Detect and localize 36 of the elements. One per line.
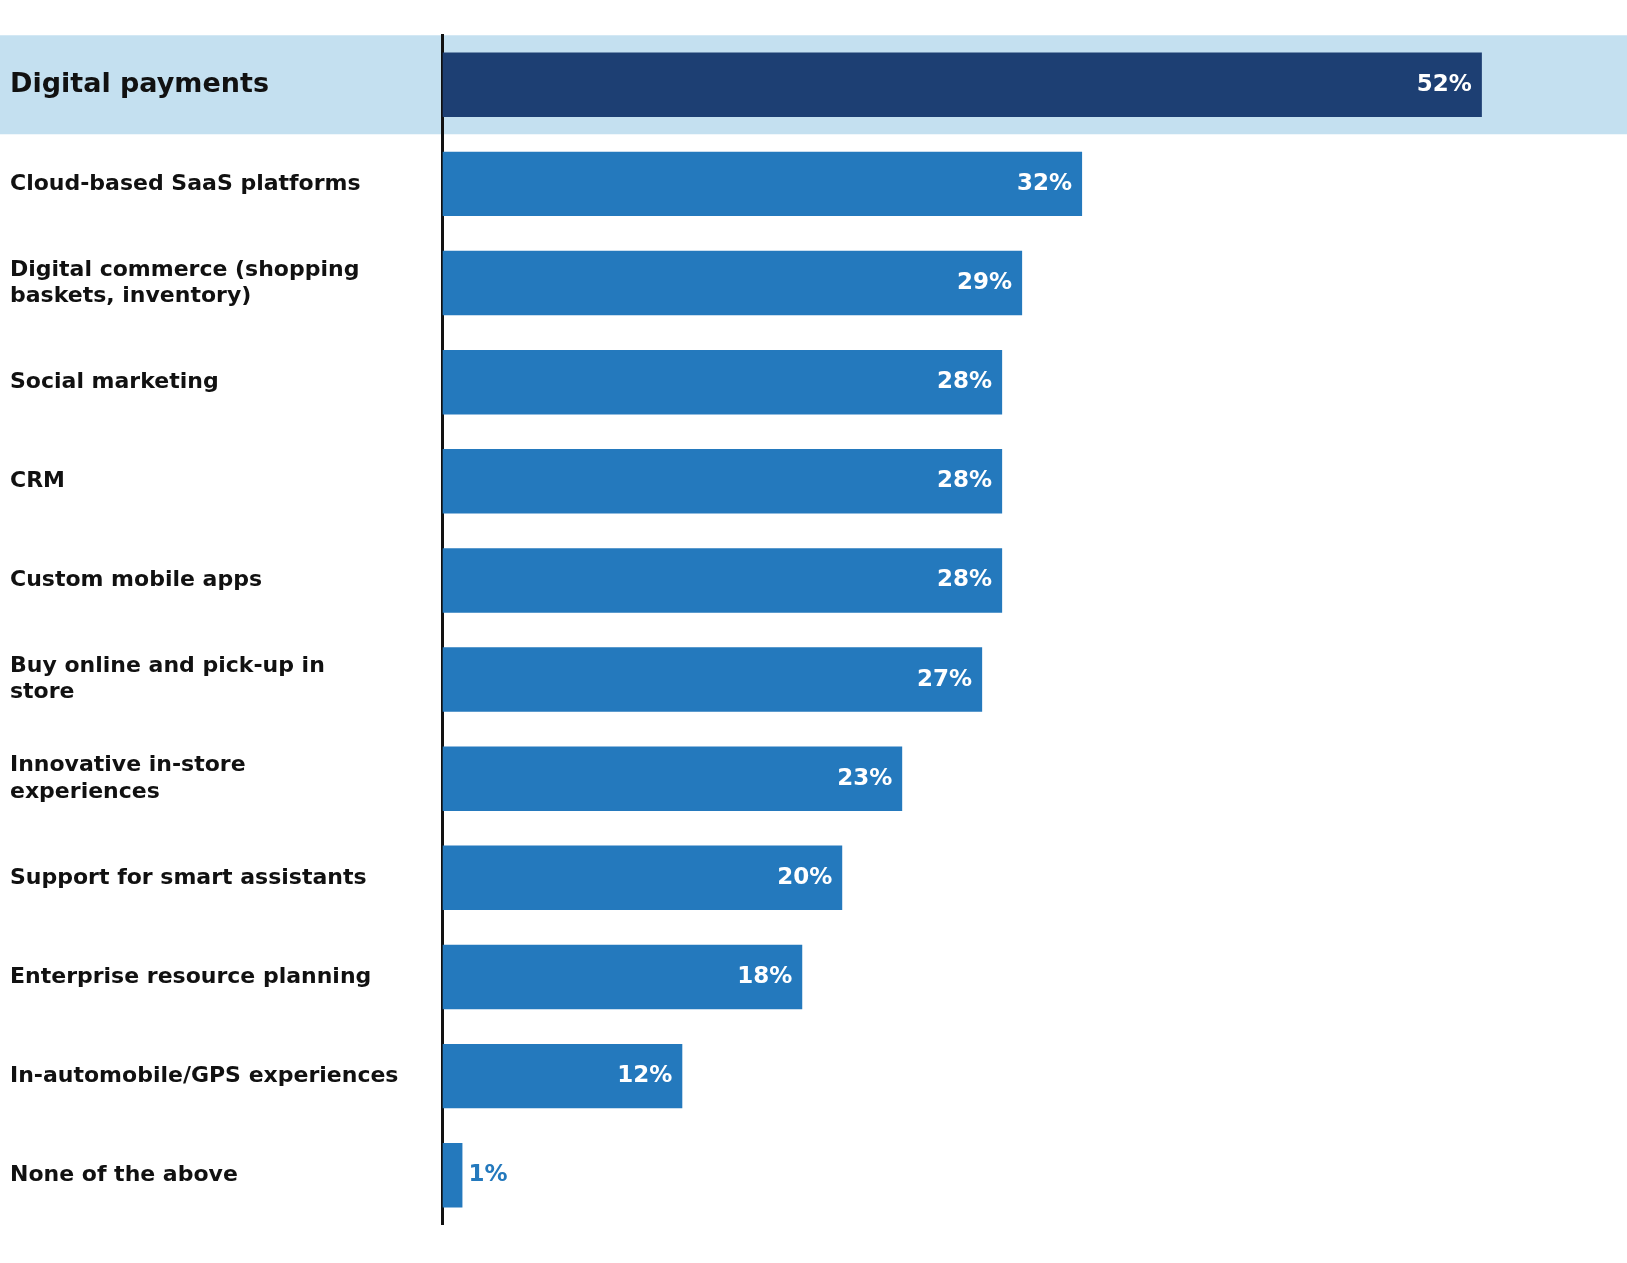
bar	[442, 746, 903, 811]
y-tick-label: CRM	[10, 467, 65, 493]
bar	[442, 349, 1003, 415]
y-tick-label: Cloud-based SaaS platforms	[10, 169, 361, 195]
y-tick-label: Enterprise resource planning	[10, 962, 372, 988]
bar	[442, 1043, 683, 1109]
y-tick-label: Digital commerce (shopping baskets, inventory)	[10, 255, 360, 307]
y-tick-label: Support for smart assistants	[10, 863, 367, 889]
y-tick-label: None of the above	[10, 1160, 238, 1186]
bar	[442, 944, 803, 1010]
data-label: 12%	[617, 1061, 673, 1088]
data-label: 27%	[917, 664, 973, 691]
data-label: 18%	[737, 961, 793, 988]
data-label: 32%	[1017, 168, 1073, 195]
bar	[442, 151, 1083, 217]
data-label: 20%	[777, 862, 833, 889]
bar	[442, 845, 843, 911]
y-tick-label: In-automobile/GPS experiences	[10, 1061, 399, 1087]
data-label: 28%	[937, 565, 993, 592]
data-label: 28%	[937, 367, 993, 394]
y-tick-label: Social marketing	[10, 367, 219, 393]
y-tick-label: Digital payments	[10, 66, 269, 98]
y-tick-label: Custom mobile apps	[10, 566, 263, 592]
bar	[442, 449, 1003, 514]
data-label: 1%	[468, 1160, 508, 1187]
y-tick-label: Buy online and pick-up in store	[10, 652, 325, 704]
bar	[442, 548, 1003, 613]
bar	[442, 250, 1023, 316]
bar	[442, 1143, 463, 1208]
data-label: 52%	[1416, 69, 1472, 96]
data-label: 28%	[937, 466, 993, 493]
bar	[442, 52, 1482, 117]
data-label: 29%	[957, 268, 1013, 294]
y-tick-label: Innovative in-store experiences	[10, 751, 246, 803]
bar	[442, 647, 983, 712]
data-label: 23%	[837, 763, 893, 790]
